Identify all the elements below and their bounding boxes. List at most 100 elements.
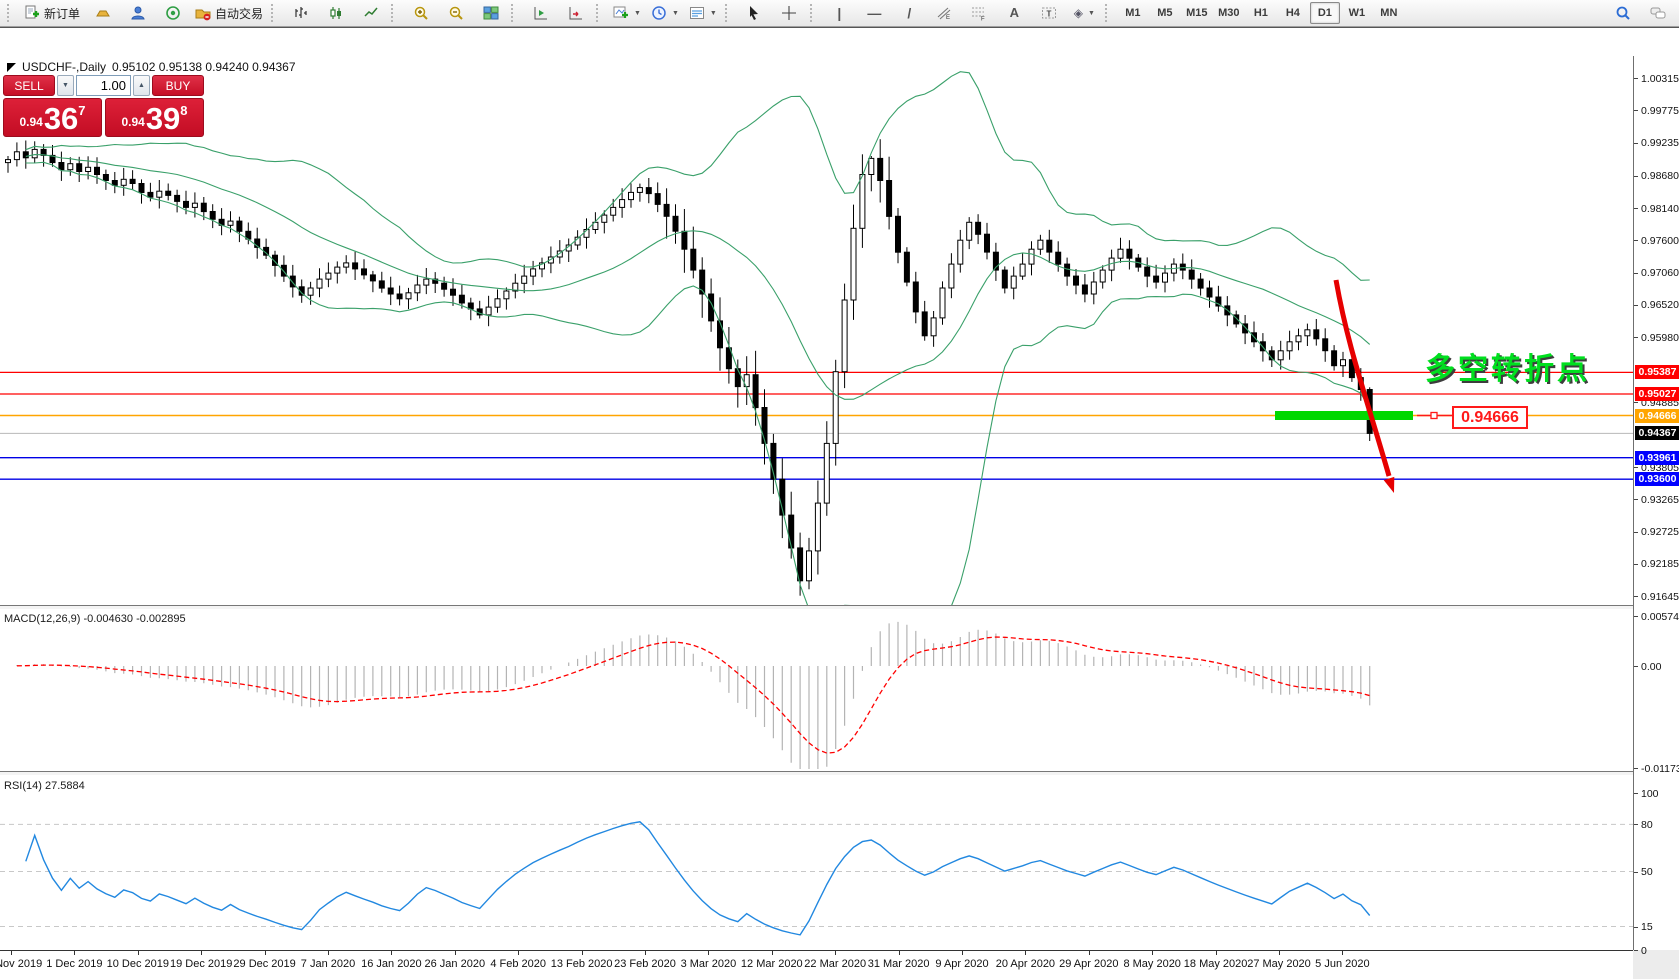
sell-price-prefix: 0.94 — [19, 115, 43, 129]
indicators-button[interactable]: ▼ — [608, 1, 646, 25]
axis-tick-mark — [1634, 110, 1638, 112]
date-label: 4 Feb 2020 — [490, 958, 547, 970]
date-label: 13 Feb 2020 — [550, 958, 613, 970]
timeframe-button-m5[interactable]: M5 — [1157, 7, 1173, 19]
ohlc-header: USDCHF-,Daily 0.95102 0.95138 0.94240 0.… — [7, 60, 296, 74]
date-label: 12 Mar 2020 — [740, 958, 803, 970]
chart-pane-macd[interactable] — [0, 609, 1633, 772]
vline-button[interactable]: | — [822, 1, 857, 25]
chat-icon — [1650, 5, 1666, 21]
timeframe-button-w1[interactable]: W1 — [1348, 7, 1366, 19]
zoom-in-icon — [413, 5, 429, 21]
new-order-button[interactable]: 新订单 — [19, 1, 85, 25]
time-axis-tick — [962, 951, 963, 955]
axis-tick-mark — [1634, 402, 1638, 404]
zoom-in-button[interactable] — [403, 1, 438, 25]
timeframe-button-h1[interactable]: H1 — [1253, 7, 1268, 19]
signal-icon — [165, 5, 181, 21]
price-axis-label: 0.99235 — [1641, 137, 1679, 149]
timeframe-button-m15[interactable]: M15 — [1186, 7, 1208, 19]
svg-text:E: E — [946, 15, 950, 21]
time-axis-tick — [1025, 951, 1027, 955]
gold-button[interactable] — [85, 1, 120, 25]
axis-tick-mark — [1634, 78, 1638, 79]
date-label: 20 Apr 2020 — [995, 958, 1056, 970]
volume-increase-button[interactable]: ▲ — [133, 75, 150, 96]
shapes-icon: ◈ — [1073, 6, 1083, 20]
signal-button[interactable] — [155, 1, 190, 25]
text-button[interactable]: A — [997, 1, 1032, 25]
autoscroll-button[interactable] — [558, 1, 593, 25]
volume-decrease-button[interactable]: ▼ — [57, 75, 74, 96]
date-label: 27 May 2020 — [1247, 958, 1311, 970]
toolbar: 新订单 自动交易 ▼ ▼ ▼ | — / E F A T ◈ ▼ M1 M5 M15 M30 H1 H4 D1 W1 MN — [0, 0, 1679, 27]
time-axis-tick — [74, 951, 76, 955]
candlestick-button[interactable] — [318, 1, 353, 25]
chart-pane-main[interactable] — [0, 56, 1633, 606]
chart-pane-rsi[interactable] — [0, 775, 1633, 950]
autotrade-icon — [195, 5, 211, 21]
support-price-tag[interactable]: 0.94666 — [1452, 406, 1528, 429]
time-axis-tick — [1342, 951, 1344, 955]
hline-icon: — — [867, 5, 882, 21]
tile-windows-button[interactable] — [473, 1, 508, 25]
date-label: 5 Jun 2020 — [1315, 958, 1370, 970]
period-button[interactable]: ▼ — [646, 1, 684, 25]
cursor-button[interactable] — [737, 1, 772, 25]
candlestick-icon — [328, 5, 344, 21]
template-button[interactable]: ▼ — [684, 1, 722, 25]
autotrade-label: 自动交易 — [215, 6, 264, 21]
hline-button[interactable]: — — [857, 1, 892, 25]
shapes-button[interactable]: ◈ ▼ — [1067, 1, 1102, 25]
buy-price-box[interactable]: 0.94 39 8 — [105, 98, 204, 137]
timeframe-button-d1[interactable]: D1 — [1309, 2, 1340, 24]
price-axis-label: 0.96520 — [1641, 299, 1679, 312]
toolbar-right-group — [1605, 0, 1675, 26]
timeframe-button-m1[interactable]: M1 — [1125, 7, 1141, 19]
axis-tick-mark — [1634, 467, 1638, 468]
rsi-axis-label: 15 — [1641, 921, 1653, 933]
timeframe-button-m30[interactable]: M30 — [1218, 7, 1240, 19]
timeframe-button-mn[interactable]: MN — [1380, 7, 1398, 19]
line-chart-button[interactable] — [353, 1, 388, 25]
fibonacci-button[interactable]: F — [962, 1, 997, 25]
dropdown-caret-icon: ▼ — [709, 9, 717, 17]
bar-chart-button[interactable] — [283, 1, 318, 25]
chart-marker-icon — [7, 62, 16, 72]
trendline-button[interactable]: / — [892, 1, 927, 25]
time-axis-tick — [328, 951, 329, 955]
axis-tick-mark — [1634, 142, 1638, 144]
toolbar-grip — [511, 4, 517, 22]
autotrade-button[interactable]: 自动交易 — [190, 1, 268, 25]
time-axis-tick — [1215, 951, 1217, 955]
timeframe-button-h4[interactable]: H4 — [1285, 7, 1300, 19]
buy-button[interactable]: BUY — [152, 75, 204, 96]
turning-point-annotation[interactable]: 多空转折点 — [1425, 353, 1590, 386]
date-label: 16 Jan 2020 — [361, 958, 422, 970]
volume-input[interactable] — [76, 75, 131, 96]
price-axis-label: 0.98680 — [1641, 170, 1679, 183]
search-button[interactable] — [1605, 1, 1640, 25]
profile-button[interactable] — [120, 1, 155, 25]
price-line-axis-label: 0.93600 — [1635, 472, 1679, 487]
toolbar-grip — [724, 4, 731, 22]
rsi-axis-label: 0 — [1641, 944, 1647, 957]
zoom-out-button[interactable] — [438, 1, 473, 25]
axis-tick-mark — [1634, 871, 1638, 873]
sell-button[interactable]: SELL — [3, 75, 55, 96]
sell-price-box[interactable]: 0.94 36 7 — [3, 98, 102, 137]
crosshair-button[interactable] — [772, 1, 807, 25]
time-axis-tick — [1279, 951, 1280, 955]
price-axis[interactable]: 1.00315 0.99775 0.99235 0.98680 0.98140 0.976… — [1633, 56, 1679, 957]
price-line-axis-label: 0.94666 — [1635, 408, 1679, 423]
date-label: 26 Jan 2020 — [424, 958, 486, 970]
text-label-button[interactable]: T — [1032, 1, 1067, 25]
chart-shift-button[interactable] — [523, 1, 558, 25]
toolbar-grip — [391, 4, 397, 22]
chat-button[interactable] — [1640, 1, 1675, 25]
channel-button[interactable]: E — [927, 1, 962, 25]
search-icon — [1615, 5, 1631, 21]
ohlc-values: 0.95102 0.95138 0.94240 0.94367 — [112, 60, 296, 74]
